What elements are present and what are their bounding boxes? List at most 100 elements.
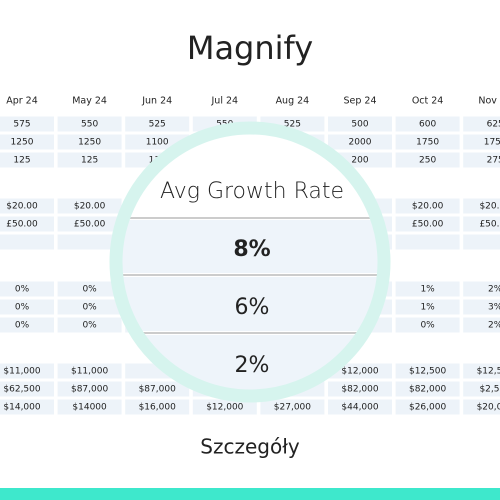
- column-header: Jul 24: [211, 96, 239, 107]
- column-header: Nov 24: [478, 96, 500, 107]
- lens-row: [116, 277, 384, 331]
- cell-text: 1250: [11, 138, 34, 148]
- cell: [395, 198, 460, 214]
- cell: [57, 299, 122, 315]
- cell-text: 275: [487, 156, 500, 166]
- column-header: Jun 24: [141, 96, 172, 107]
- cell: [463, 317, 500, 333]
- cell-text: 2%: [488, 321, 500, 331]
- magnifier: Avg Growth Rate 8% 6% 2%: [109, 121, 391, 403]
- cell-text: 1100: [146, 138, 169, 148]
- column-header: Apr 24: [6, 96, 38, 107]
- cell: [463, 299, 500, 315]
- cell-text: 0%: [82, 303, 97, 313]
- cell: [463, 399, 500, 415]
- cell: [395, 299, 460, 315]
- cell: [0, 381, 54, 397]
- cell: [395, 399, 460, 415]
- cell: [0, 198, 54, 214]
- cell: [57, 234, 122, 250]
- cell-text: $62,500: [3, 385, 40, 395]
- cell-text: $12,000: [341, 367, 378, 377]
- cell-text: $11,000: [71, 367, 108, 377]
- cell: [0, 234, 54, 250]
- lens-ring: [109, 121, 391, 403]
- cell: [328, 134, 392, 150]
- column-header: May 24: [72, 96, 107, 107]
- cell-text: 1%: [420, 303, 435, 313]
- lens-title: Avg Growth Rate: [160, 179, 344, 204]
- column-header: Sep 24: [343, 96, 376, 107]
- cell: [395, 363, 460, 379]
- cell-text: 1750: [416, 138, 439, 148]
- cell-text: $27,000: [274, 403, 311, 413]
- cell-text: 0%: [15, 285, 30, 295]
- cell: [395, 234, 460, 250]
- cell-text: 0%: [15, 303, 30, 313]
- cell-text: 0%: [420, 321, 435, 331]
- cell-text: 0%: [15, 321, 30, 331]
- cell-text: 1%: [420, 285, 435, 295]
- cell-text: $20.00: [6, 202, 38, 212]
- cell-text: 525: [149, 120, 166, 130]
- cell: [0, 152, 54, 168]
- cell-text: £50.00: [479, 220, 500, 230]
- cell-text: $12,000: [206, 403, 243, 413]
- cell: [463, 198, 500, 214]
- cell-text: $2,500: [479, 385, 500, 395]
- cell-text: 2%: [488, 285, 500, 295]
- cell: [395, 281, 460, 297]
- lens-value: 6%: [235, 295, 270, 320]
- cell-text: $12,500: [409, 367, 446, 377]
- cell-text: $14000: [72, 403, 107, 413]
- cell-text: 1250: [78, 138, 101, 148]
- cell: [463, 152, 500, 168]
- cell-text: 1750: [484, 138, 500, 148]
- cell-text: $11,000: [3, 367, 40, 377]
- cell: [57, 281, 122, 297]
- cell-text: 575: [13, 120, 30, 130]
- cell-text: $87,000: [139, 385, 176, 395]
- cell-text: $20.00: [479, 202, 500, 212]
- page-title: Magnify: [187, 29, 313, 67]
- cell: [57, 116, 122, 132]
- bottom-bar: [0, 488, 500, 500]
- footer-label: Szczegóły: [200, 435, 300, 459]
- cell: [0, 299, 54, 315]
- cell: [463, 363, 500, 379]
- cell-text: 250: [419, 156, 436, 166]
- cell-text: 600: [419, 120, 436, 130]
- cell-text: $44,000: [341, 403, 378, 413]
- cell: [463, 134, 500, 150]
- cell: [57, 152, 122, 168]
- cell: [328, 116, 392, 132]
- cell: [0, 116, 54, 132]
- cell: [57, 363, 122, 379]
- cell-text: $20.00: [74, 202, 106, 212]
- cell: [463, 281, 500, 297]
- cell: [57, 198, 122, 214]
- cell: [57, 216, 122, 232]
- cell-text: 0%: [82, 321, 97, 331]
- cell: [125, 116, 190, 132]
- cell: [0, 399, 54, 415]
- cell: [125, 399, 190, 415]
- cell: [192, 399, 257, 415]
- cell: [328, 381, 392, 397]
- cell-text: $14,000: [3, 403, 40, 413]
- cell: [328, 363, 392, 379]
- cell-text: $82,000: [409, 385, 446, 395]
- cell-text: 125: [81, 156, 98, 166]
- cell-text: $16,000: [139, 403, 176, 413]
- column-header: Aug 24: [276, 96, 310, 107]
- cell: [395, 116, 460, 132]
- cell: [463, 116, 500, 132]
- cell-text: 3%: [488, 303, 500, 313]
- column-header: Oct 24: [412, 96, 444, 107]
- cell-text: $20.00: [412, 202, 444, 212]
- cell-text: £50.00: [412, 220, 444, 230]
- cell: [328, 399, 392, 415]
- cell: [463, 216, 500, 232]
- cell: [0, 281, 54, 297]
